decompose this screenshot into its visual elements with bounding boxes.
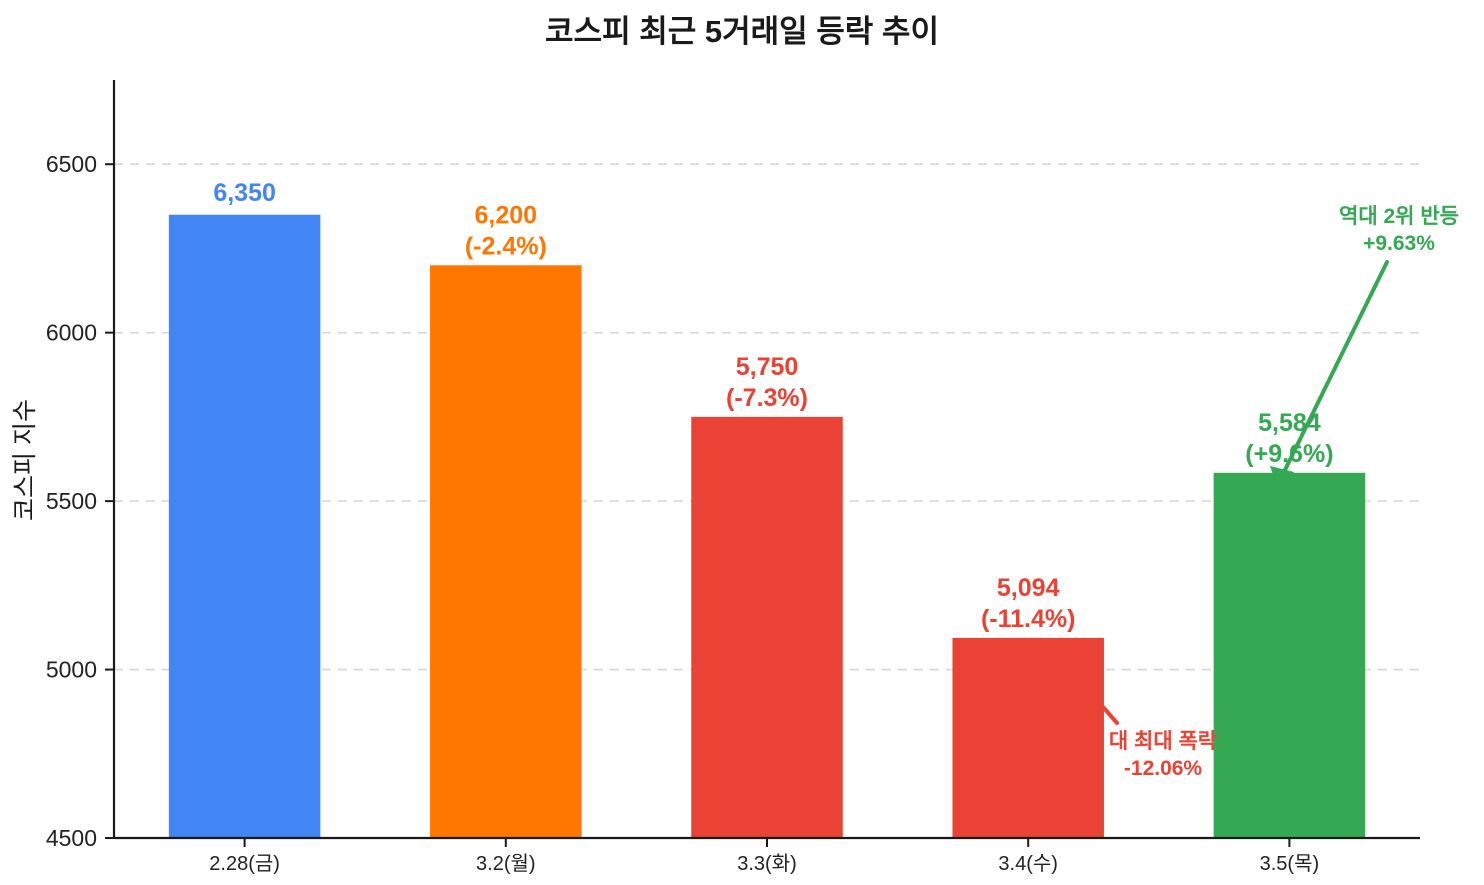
x-tick-label: 3.2(월) [476,852,536,875]
bar-change-label: (-7.3%) [726,384,808,412]
crash-leader-icon [1087,689,1119,725]
y-axis-label: 코스피 지수 [11,399,39,521]
bar-value-label: 6,350 [213,179,276,207]
rebound-annotation-line1: 역대 2위 반등 [1339,205,1459,228]
rebound-arrow-icon [1281,260,1389,476]
annotation-crash: 대 최대 폭락 -12.06% [1087,689,1217,780]
chart-title: 코스피 최근 5거래일 등락 추이 [545,14,939,49]
bar[interactable] [430,265,582,838]
annotations-group: 역대 2위 반등 +9.63% 대 최대 폭락 -12.06% [1087,205,1459,780]
bar[interactable] [168,214,321,838]
bar-value-label: 5,750 [736,353,799,381]
y-axis-label-group: 코스피 지수 [11,399,39,521]
y-tick-label: 4500 [46,825,97,851]
y-tick-label: 5000 [46,657,97,683]
y-tick-label: 6000 [46,320,97,346]
bar-value-label: 6,200 [475,201,538,229]
bar-change-label: (-11.4%) [981,605,1075,633]
rebound-arrowhead-icon [1270,466,1294,492]
crash-annotation-line1: 대 최대 폭락 [1109,730,1217,753]
bars-group [168,214,1366,838]
x-axis-ticks: 2.28(금) 3.2(월) 3.3(화) 3.4(수) 3.5(목) [209,838,1319,875]
x-tick-label: 3.3(화) [737,852,797,875]
bar[interactable] [952,637,1104,838]
x-tick-label: 3.5(목) [1260,853,1320,875]
bar-change-label: (-2.4%) [465,232,547,260]
y-axis-ticks: 4500 5000 5500 6000 6500 [46,151,114,851]
bar[interactable] [1213,472,1366,838]
x-tick-label: 3.4(수) [998,853,1058,875]
bar-value-label: 5,094 [997,574,1060,602]
y-tick-label: 6500 [46,151,97,177]
bar[interactable] [691,416,843,838]
rebound-annotation-line2: +9.63% [1363,232,1435,255]
crash-annotation-line2: -12.06% [1124,757,1203,780]
y-tick-label: 5500 [46,488,97,514]
bar-value-labels: 6,350 6,200 (-2.4%) 5,750 (-7.3%) 5,094 (-11.4… [213,179,1333,633]
annotation-rebound: 역대 2위 반등 +9.63% [1270,205,1459,492]
x-tick-label: 2.28(금) [209,853,280,875]
